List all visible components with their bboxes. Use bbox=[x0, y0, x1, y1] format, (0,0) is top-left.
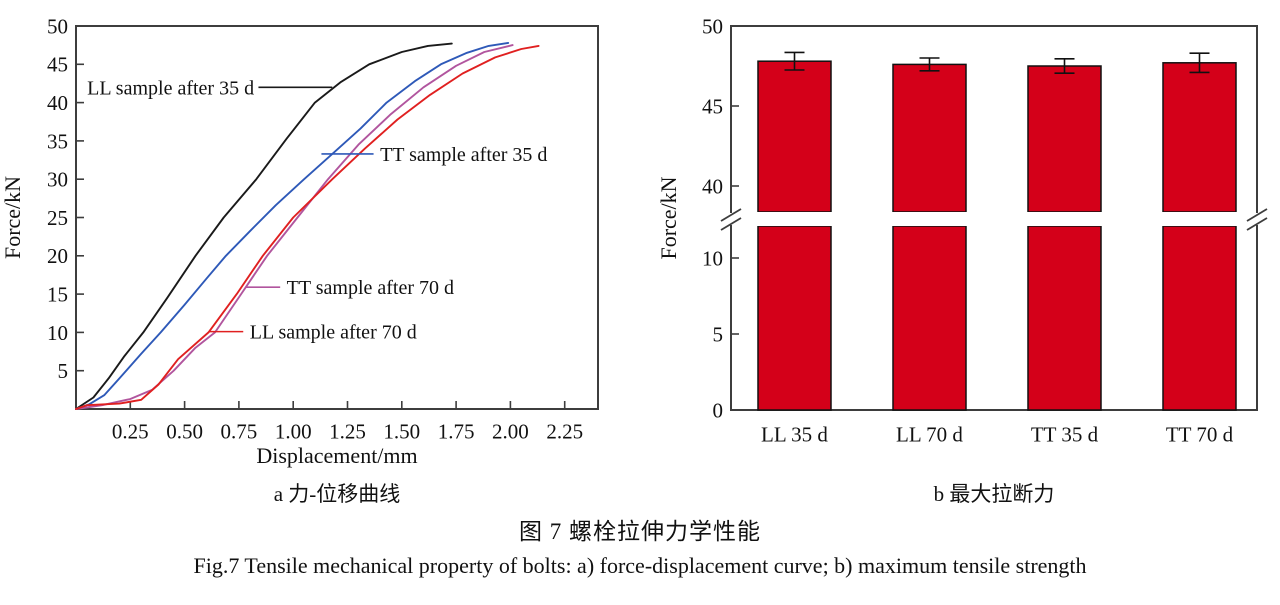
y-tick-label: 0 bbox=[713, 398, 724, 422]
axis-break-band bbox=[732, 212, 1256, 226]
subcaption-a: a 力-位移曲线 bbox=[273, 482, 401, 506]
y-tick-label: 25 bbox=[47, 206, 68, 230]
x-tick-label: 1.25 bbox=[329, 419, 366, 443]
y-tick-label: 45 bbox=[47, 53, 68, 77]
bar-upper-LL-35-d bbox=[757, 60, 832, 213]
axis-break-gap bbox=[1255, 213, 1259, 225]
annotation-label: TT sample after 35 d bbox=[380, 144, 547, 166]
y-tick-label: 40 bbox=[47, 91, 68, 115]
y-tick-label: 5 bbox=[713, 322, 724, 346]
category-label: LL 70 d bbox=[896, 422, 963, 446]
x-tick-label: 2.25 bbox=[546, 419, 583, 443]
y-tick-label: 30 bbox=[47, 168, 68, 192]
axis-break-mark bbox=[720, 208, 742, 222]
y-tick-label: 40 bbox=[702, 174, 723, 198]
x-tick-label: 1.00 bbox=[275, 419, 312, 443]
axis-break-mark bbox=[1246, 217, 1268, 231]
y-tick-label: 35 bbox=[47, 129, 68, 153]
axis-break-mark bbox=[1246, 208, 1268, 222]
annotation-label: LL sample after 35 d bbox=[87, 77, 254, 99]
y-tick-label: 50 bbox=[47, 14, 68, 38]
y-axis-title: Force/kN bbox=[0, 176, 25, 259]
bar-lower-LL-35-d bbox=[757, 225, 832, 411]
x-tick-label: 0.50 bbox=[166, 419, 203, 443]
category-label: TT 70 d bbox=[1166, 422, 1234, 446]
annotation-label: LL sample after 70 d bbox=[250, 322, 417, 344]
series-LL-sample-after-35-d bbox=[75, 42, 453, 410]
x-tick-label: 0.75 bbox=[221, 419, 258, 443]
x-tick-label: 0.25 bbox=[112, 419, 149, 443]
subcaption-b: b 最大拉断力 bbox=[933, 482, 1055, 506]
y-tick-label: 50 bbox=[702, 14, 723, 38]
bar-upper-TT-35-d bbox=[1027, 65, 1102, 213]
bar-upper-LL-70-d bbox=[892, 63, 967, 213]
bar-lower-LL-70-d bbox=[892, 225, 967, 411]
y-tick-label: 20 bbox=[47, 244, 68, 268]
series-TT-sample-after-35-d bbox=[75, 41, 510, 410]
annotation-label: TT sample after 70 d bbox=[287, 277, 454, 299]
bar-lower-TT-70-d bbox=[1162, 225, 1237, 411]
x-tick-label: 1.50 bbox=[383, 419, 420, 443]
x-tick-label: 2.00 bbox=[492, 419, 529, 443]
x-tick-label: 1.75 bbox=[438, 419, 475, 443]
y-tick-label: 5 bbox=[58, 359, 69, 383]
series-LL-sample-after-70-d bbox=[75, 44, 540, 410]
category-label: TT 35 d bbox=[1031, 422, 1099, 446]
x-axis-title: Displacement/mm bbox=[256, 443, 417, 468]
y-tick-label: 10 bbox=[47, 321, 68, 345]
caption-chinese: 图 7 螺栓拉伸力学性能 bbox=[519, 519, 761, 544]
y-tick-label: 15 bbox=[47, 282, 68, 306]
axis-break-gap bbox=[729, 213, 733, 225]
y-axis-title: Force/kN bbox=[656, 176, 681, 259]
bar-lower-TT-35-d bbox=[1027, 225, 1102, 411]
bar-upper-TT-70-d bbox=[1162, 62, 1237, 213]
series-TT-sample-after-70-d bbox=[75, 44, 514, 410]
caption-english: Fig.7 Tensile mechanical property of bol… bbox=[193, 553, 1087, 578]
axis-break-mark bbox=[720, 217, 742, 231]
y-tick-label: 10 bbox=[702, 246, 723, 270]
category-label: LL 35 d bbox=[761, 422, 828, 446]
y-tick-label: 45 bbox=[702, 94, 723, 118]
